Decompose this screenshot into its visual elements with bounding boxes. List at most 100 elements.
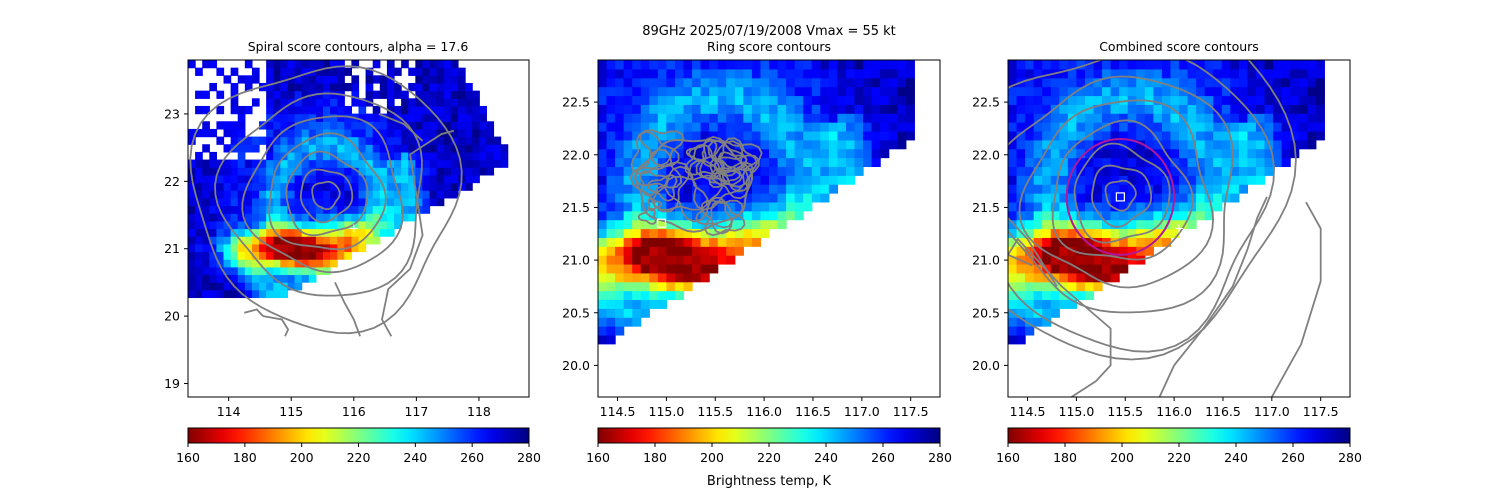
heat-cell — [1084, 77, 1095, 88]
heat-cell — [854, 130, 864, 141]
heat-cell — [1076, 184, 1086, 194]
heat-cell — [1119, 201, 1129, 212]
heat-cell — [598, 157, 608, 168]
heat-cell — [195, 236, 203, 245]
heat-cell — [450, 174, 459, 184]
heat-cell — [640, 246, 650, 256]
heat-cell — [1127, 157, 1137, 168]
heat-cell — [615, 255, 625, 265]
heat-cell — [769, 68, 779, 79]
heat-cell — [700, 228, 710, 238]
heat-cell — [777, 210, 787, 221]
heat-cell — [280, 159, 289, 168]
heat-cell — [845, 166, 856, 176]
heat-cell — [760, 77, 770, 88]
heat-cell — [649, 201, 659, 212]
ring-contour — [713, 137, 758, 175]
heat-cell — [692, 68, 702, 79]
heat-cell — [1110, 95, 1120, 105]
heat-cell — [1213, 68, 1223, 79]
heat-cell — [640, 95, 650, 105]
heat-cell — [351, 136, 360, 145]
heat-cell — [615, 130, 625, 141]
heat-cell — [1008, 334, 1018, 345]
colorbar-tick-label: 180 — [643, 450, 667, 465]
heat-cell — [828, 166, 838, 176]
heat-cell — [1170, 148, 1180, 159]
heat-cell — [322, 159, 331, 168]
heat-cell — [223, 167, 232, 176]
heat-cell — [188, 136, 196, 145]
heat-cell — [777, 104, 787, 114]
heat-cell — [1238, 77, 1248, 88]
heat-cell — [683, 139, 693, 150]
heat-cell — [372, 113, 381, 122]
heat-cell — [273, 67, 281, 76]
y-tick-label: 22 — [164, 174, 180, 189]
heat-cell — [202, 220, 210, 230]
heat-cell — [230, 174, 239, 184]
heat-cell — [786, 113, 796, 123]
heat-cell — [472, 174, 480, 184]
heat-cell — [1187, 104, 1197, 114]
heat-cell — [457, 105, 466, 115]
heat-cell — [1076, 210, 1086, 221]
heat-cell — [623, 219, 633, 230]
heat-cell — [287, 243, 296, 253]
heat-cell — [598, 104, 608, 114]
heat-cell — [1179, 139, 1189, 150]
heat-cell — [1059, 166, 1069, 176]
heat-cell — [1204, 175, 1214, 185]
heat-cell — [287, 205, 296, 214]
heat-cell — [422, 98, 431, 107]
heat-cell — [632, 157, 642, 168]
heat-cell — [623, 113, 633, 123]
heat-cell — [379, 213, 388, 222]
heat-cell — [692, 95, 702, 105]
heat-cell — [615, 237, 625, 247]
heat-cell — [386, 98, 395, 107]
heat-cell — [1008, 104, 1018, 114]
heat-cell — [443, 75, 452, 84]
heat-cell — [1136, 77, 1146, 88]
heat-cell — [1110, 166, 1120, 176]
heat-cell — [1221, 68, 1231, 79]
heat-cell — [1290, 104, 1300, 114]
heat-cell — [1042, 130, 1052, 141]
heat-cell — [1084, 139, 1095, 150]
heat-cell — [266, 128, 274, 138]
heat-cell — [606, 326, 616, 336]
heat-cell — [223, 75, 232, 84]
heat-cell — [386, 205, 395, 214]
x-tick-label: 114.5 — [600, 404, 636, 419]
y-tick-label: 21.5 — [562, 200, 590, 215]
heat-cell — [273, 220, 281, 230]
heat-cell — [244, 289, 253, 299]
heat-cell — [828, 113, 838, 123]
heat-cell — [1153, 130, 1163, 141]
heat-cell — [1119, 95, 1129, 105]
heat-cell — [259, 159, 267, 168]
heat-cell — [1255, 77, 1266, 88]
heat-cell — [1144, 77, 1154, 88]
heat-cell — [700, 175, 710, 185]
heat-cell — [777, 68, 787, 79]
heat-cell — [408, 213, 416, 222]
heat-cell — [1076, 255, 1086, 265]
heat-cell — [195, 182, 203, 191]
heat-cell — [322, 136, 331, 145]
heat-cell — [237, 274, 246, 283]
heat-cell — [640, 148, 650, 159]
heat-cell — [429, 167, 438, 176]
heat-cell — [287, 236, 296, 245]
heat-cell — [632, 130, 642, 141]
heat-cell — [266, 174, 274, 184]
heat-cell — [344, 205, 352, 214]
heat-cell — [486, 144, 495, 153]
heat-cell — [429, 90, 438, 99]
heat-cell — [632, 290, 642, 301]
heat-cell — [479, 136, 487, 145]
heat-cell — [666, 68, 676, 79]
heat-cell — [273, 259, 281, 268]
